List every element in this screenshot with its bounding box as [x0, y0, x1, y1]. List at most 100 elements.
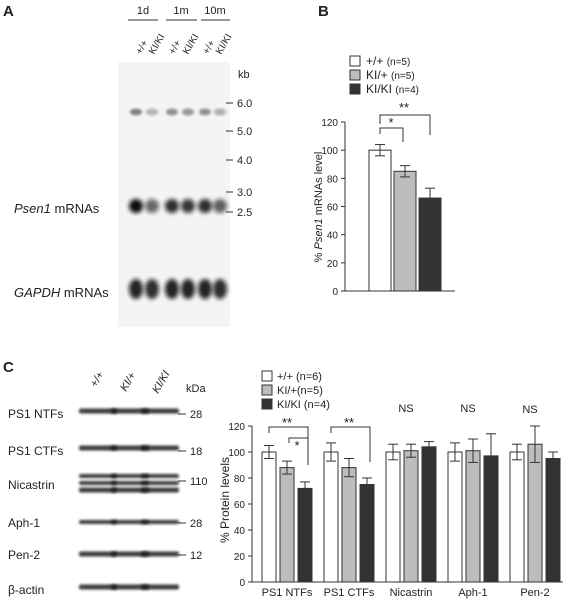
chart-b-ytick-label: 40	[327, 231, 339, 242]
sig-ntf-long: **	[282, 415, 292, 430]
psen1-suffix: mRNAs	[51, 201, 100, 216]
kb-label: kb	[238, 69, 250, 81]
chart-c-bar-1-1	[261, 451, 277, 583]
wb-band-ps1ntf-lane-3	[141, 408, 179, 414]
northern-blot-panel: 1d 1m 10m +/+ KI/KI +/+ KI/KI +/+ KI/KI …	[14, 5, 252, 327]
chart-c-bar-3-2	[403, 450, 419, 583]
band-gapdh-lane-3	[165, 279, 179, 299]
band-gapdh-lane-2	[145, 279, 159, 299]
wb-band-nicastrin-b-lane-3	[141, 481, 179, 485]
ns-pen2: NS	[522, 404, 537, 416]
wb-band-nicastrin-c-lane-2	[111, 487, 149, 493]
chart-c-bar-2-1	[323, 451, 339, 583]
band-psen1-lane-4	[181, 199, 195, 213]
c-legend-het: KI/+(n=5)	[277, 385, 323, 397]
legend-genotype-het: KI/+	[366, 68, 388, 82]
chart-b-bar-3	[418, 197, 442, 292]
sig-bracket-long	[379, 114, 431, 135]
chart-c-bar-1-2	[279, 467, 295, 583]
ylabel-prefix: %	[313, 249, 325, 262]
legend-genotype-hom: KI/KI	[366, 82, 392, 96]
ylabel-suffix: mRNAs level	[313, 152, 325, 219]
wb-band-ps1ntf-lane-2	[111, 408, 149, 414]
psen1-gene-name: Psen1	[14, 201, 51, 216]
chart-c-ytick-label: 100	[228, 448, 245, 459]
legend-swatch-het	[349, 69, 361, 81]
wb-band-nicastrin-c-lane-3	[141, 487, 179, 493]
sig-star-het: *	[388, 115, 393, 130]
marker-5-0: 5.0	[237, 126, 252, 138]
sig-bracket-ntf-long	[268, 426, 309, 465]
western-blot-panel: +/+ KI/+ KI/KI kDa PS1 NTFs PS1 CTFs Nic…	[8, 369, 208, 597]
chart-c-ytick-label: 40	[234, 526, 246, 537]
chart-b-bar-2	[393, 170, 417, 292]
sig-ntf-short: *	[294, 438, 299, 453]
legend-n-het: (n=5)	[391, 71, 415, 82]
age-label-1d: 1d	[137, 5, 149, 17]
gapdh-suffix: mRNAs	[60, 285, 109, 300]
wb-band-nicastrin-a-lane-1	[79, 474, 117, 478]
wb-band-nicastrin-a-lane-3	[141, 474, 179, 478]
wb-row-label-bactin: β-actin	[8, 583, 44, 597]
band-6kb-lane-6	[214, 108, 226, 116]
psen1-mrna-chart: +/+ (n=5) KI/+ (n=5) KI/KI (n=4) % Psen1…	[313, 54, 455, 298]
chart-c-bar-4-1	[447, 451, 463, 583]
wb-band-pen2-lane-2	[111, 551, 149, 557]
lane-label-2: KI/KI	[147, 32, 167, 56]
wb-band-aph1-lane-1	[79, 520, 117, 524]
band-psen1-lane-1	[129, 199, 143, 213]
chart-c-category-label: Pen-2	[520, 587, 549, 599]
age-label-10m: 10m	[204, 5, 225, 17]
wb-band-pen2-lane-1	[79, 551, 117, 557]
wb-band-nicastrin-a-lane-2	[111, 474, 149, 478]
chart-c-bar-3-3	[421, 446, 437, 583]
marker-3-0: 3.0	[237, 187, 252, 199]
kda-ps1ctf: 18	[190, 446, 202, 458]
c-legend-swatch-hom	[261, 398, 273, 410]
wb-row-label-aph1: Aph-1	[8, 516, 40, 530]
c-legend-swatch-wt	[261, 370, 273, 382]
kda-ps1ntf: 28	[190, 409, 202, 421]
legend-n-hom: (n=4)	[395, 85, 419, 96]
legend-label-het: KI/+ (n=5)	[366, 68, 415, 82]
chart-b-ylabel: % Psen1 mRNAs level	[313, 152, 325, 263]
wb-band-ps1ctf-lane-1	[79, 445, 117, 451]
kda-aph1: 28	[190, 518, 202, 530]
chart-b-plot: 0 20 40 60 80 100 120	[321, 118, 455, 298]
chart-c-ylabel: % Protein levels	[218, 457, 232, 543]
sig-ctf: **	[344, 415, 354, 430]
panel-label-c: C	[3, 359, 14, 376]
chart-b-bar-1	[368, 149, 392, 292]
chart-b-ytick-label: 60	[327, 203, 339, 214]
band-psen1-lane-5	[198, 199, 212, 213]
chart-c-bar-1-3	[297, 487, 313, 583]
band-gapdh-lane-5	[198, 279, 212, 299]
legend-label-wt: +/+ (n=5)	[366, 54, 410, 68]
chart-c-category-label: PS1 CTFs	[324, 587, 375, 599]
band-psen1-lane-6	[213, 199, 227, 213]
protein-levels-chart: +/+ (n=6) KI/+(n=5) KI/KI (n=4) % Protei…	[218, 370, 563, 599]
wb-band-aph1-lane-2	[111, 520, 149, 524]
chart-c-ytick-label: 120	[228, 422, 245, 433]
wb-row-label-ps1ctf: PS1 CTFs	[8, 444, 63, 458]
age-label-1m: 1m	[173, 5, 188, 17]
chart-c-bar-4-2	[465, 450, 481, 583]
ns-aph1: NS	[460, 403, 475, 415]
marker-6-0: 6.0	[237, 98, 252, 110]
panel-label-a: A	[3, 3, 14, 20]
band-6kb-lane-4	[182, 108, 194, 116]
band-6kb-lane-2	[146, 108, 158, 116]
band-6kb-lane-3	[166, 108, 178, 116]
band-psen1-lane-2	[145, 199, 159, 213]
chart-b-ytick-label: 0	[332, 287, 338, 298]
chart-c-ytick-label: 80	[234, 474, 246, 485]
ylabel-gene: Psen1	[313, 218, 325, 249]
wb-band-aph1-lane-3	[141, 520, 179, 524]
band-gapdh-lane-6	[213, 279, 227, 299]
kda-nicastrin: 110	[190, 476, 208, 488]
kda-pen2: 12	[190, 550, 202, 562]
psen1-mrna-label: Psen1 mRNAs	[14, 201, 100, 216]
band-6kb-lane-1	[130, 108, 142, 116]
wb-row-label-pen2: Pen-2	[8, 548, 40, 562]
